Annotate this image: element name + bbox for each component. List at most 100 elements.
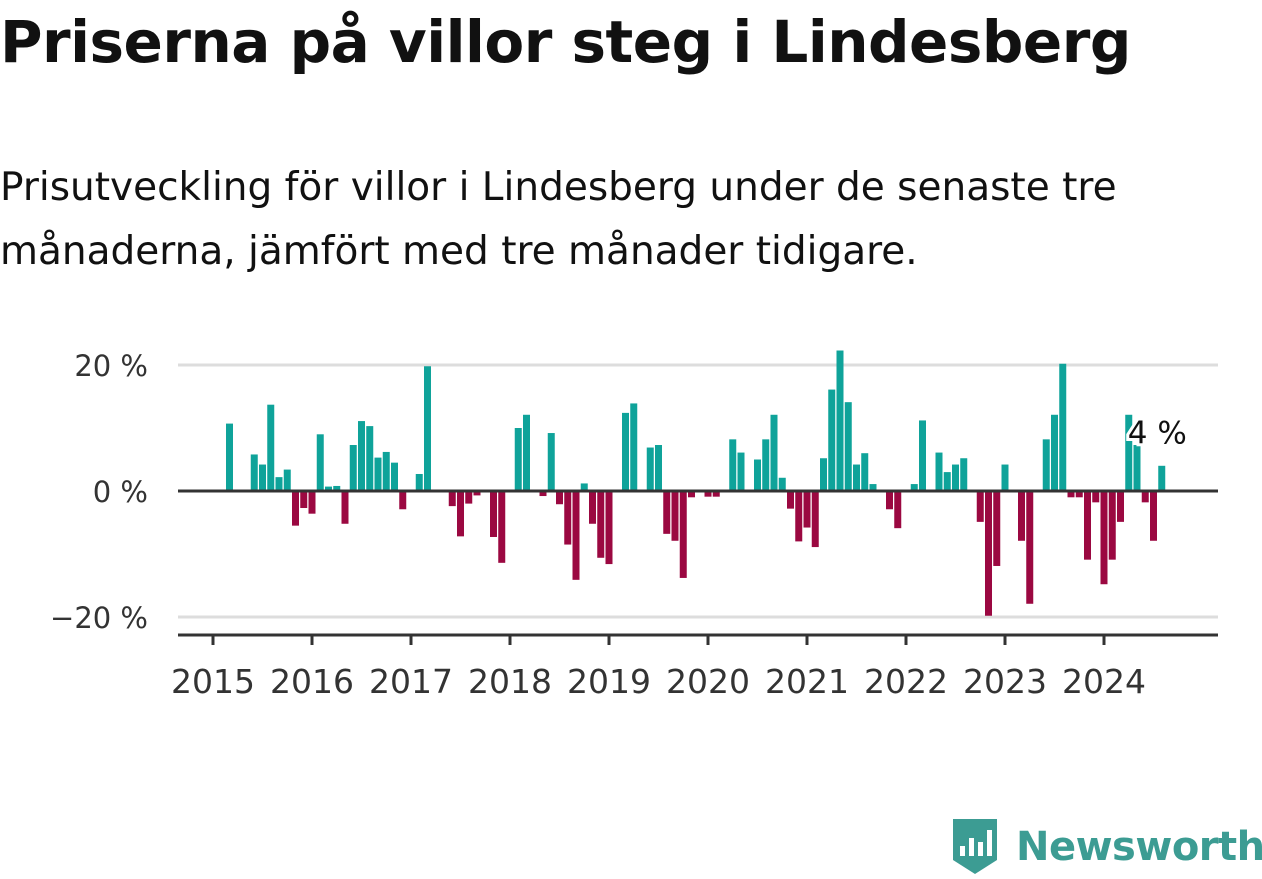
bar (275, 477, 283, 491)
bar (597, 491, 605, 558)
brand: Newsworthy (950, 816, 1262, 878)
bar (828, 389, 836, 491)
x-tick-label: 2015 (171, 662, 255, 701)
bar (589, 491, 596, 524)
bar (1125, 414, 1133, 491)
bar (853, 464, 860, 491)
bar (688, 491, 695, 498)
bar (952, 464, 959, 491)
bar (836, 350, 844, 491)
newsworthy-logo-icon (953, 819, 997, 874)
bar (316, 434, 324, 491)
annotation-label: 4 % (1128, 415, 1187, 451)
bar (704, 491, 712, 497)
bar (729, 439, 737, 491)
bar (325, 486, 332, 491)
bar (341, 491, 349, 524)
bar (1059, 363, 1067, 491)
bar (490, 491, 497, 537)
bar (1150, 491, 1157, 541)
bar (770, 414, 778, 491)
bar (250, 454, 258, 491)
bar (886, 491, 893, 510)
bar (910, 484, 918, 491)
page-subtitle: Prisutveckling för villor i Lindesberg u… (0, 165, 1117, 274)
x-tick-label: 2022 (864, 662, 948, 701)
bar (985, 491, 992, 616)
bar (655, 445, 662, 491)
bar (919, 420, 926, 491)
bar (976, 491, 984, 522)
bar (498, 491, 506, 563)
bar (861, 453, 869, 491)
bar (358, 421, 365, 491)
bar (1018, 491, 1025, 541)
bars (226, 350, 1166, 616)
bar (424, 366, 431, 491)
bar (1158, 465, 1166, 491)
bar (605, 491, 613, 565)
bar (712, 491, 720, 497)
bar (737, 452, 745, 491)
bar (622, 412, 629, 491)
bar (993, 491, 1001, 566)
bar (300, 491, 308, 509)
bar (292, 491, 299, 526)
bar (267, 404, 275, 491)
bar (308, 491, 316, 514)
bar (663, 491, 671, 534)
x-tick-label: 2016 (270, 662, 354, 701)
bar (391, 462, 398, 491)
bar (1042, 439, 1050, 491)
bar (1092, 491, 1100, 503)
bar (1133, 445, 1141, 491)
bar (514, 428, 522, 491)
bar (382, 451, 390, 491)
y-tick-label: −20 % (50, 601, 148, 635)
bar (374, 457, 382, 491)
bar (1108, 491, 1116, 560)
bar (1001, 464, 1009, 491)
bar (1075, 491, 1083, 498)
bar (1100, 491, 1108, 585)
bar (333, 485, 341, 491)
bar (646, 447, 654, 491)
bar (1051, 414, 1058, 491)
bar (1117, 491, 1124, 522)
bar (844, 402, 852, 491)
bar (399, 491, 407, 510)
bar (778, 477, 786, 491)
x-tick-label: 2021 (765, 662, 849, 701)
bar (630, 403, 638, 491)
bar (226, 423, 233, 491)
bar (1084, 491, 1091, 560)
axes (178, 489, 1218, 645)
page-title: Priserna på villor steg i Lindesberg (0, 8, 1131, 76)
brand-name: Newsworthy (1016, 824, 1262, 870)
x-tick-label: 2019 (567, 662, 651, 701)
bar-chart: −20 % 0 % 20 % 2015 2016 2017 2018 2019 2020 2021… (50, 349, 1218, 701)
bar (1141, 491, 1149, 503)
bar (366, 426, 374, 491)
bar (795, 491, 803, 542)
x-tick-label: 2023 (963, 662, 1047, 701)
bar (1026, 491, 1034, 604)
bar (473, 491, 481, 496)
bar (820, 458, 827, 491)
bar (671, 491, 679, 541)
bar (811, 491, 819, 548)
bar (894, 491, 902, 529)
bar (448, 491, 456, 507)
x-tick-label: 2017 (369, 662, 453, 701)
bar (580, 483, 588, 491)
bar (564, 491, 572, 545)
bar (259, 464, 266, 491)
bar (1067, 491, 1075, 498)
bar (556, 491, 563, 505)
bar (539, 491, 547, 497)
tick-labels: −20 % 0 % 20 % 2015 2016 2017 2018 2019 2020 2021… (50, 349, 1190, 701)
x-tick-label: 2024 (1062, 662, 1146, 701)
x-tick-label: 2020 (666, 662, 750, 701)
bar (754, 459, 761, 491)
bar (572, 491, 580, 580)
